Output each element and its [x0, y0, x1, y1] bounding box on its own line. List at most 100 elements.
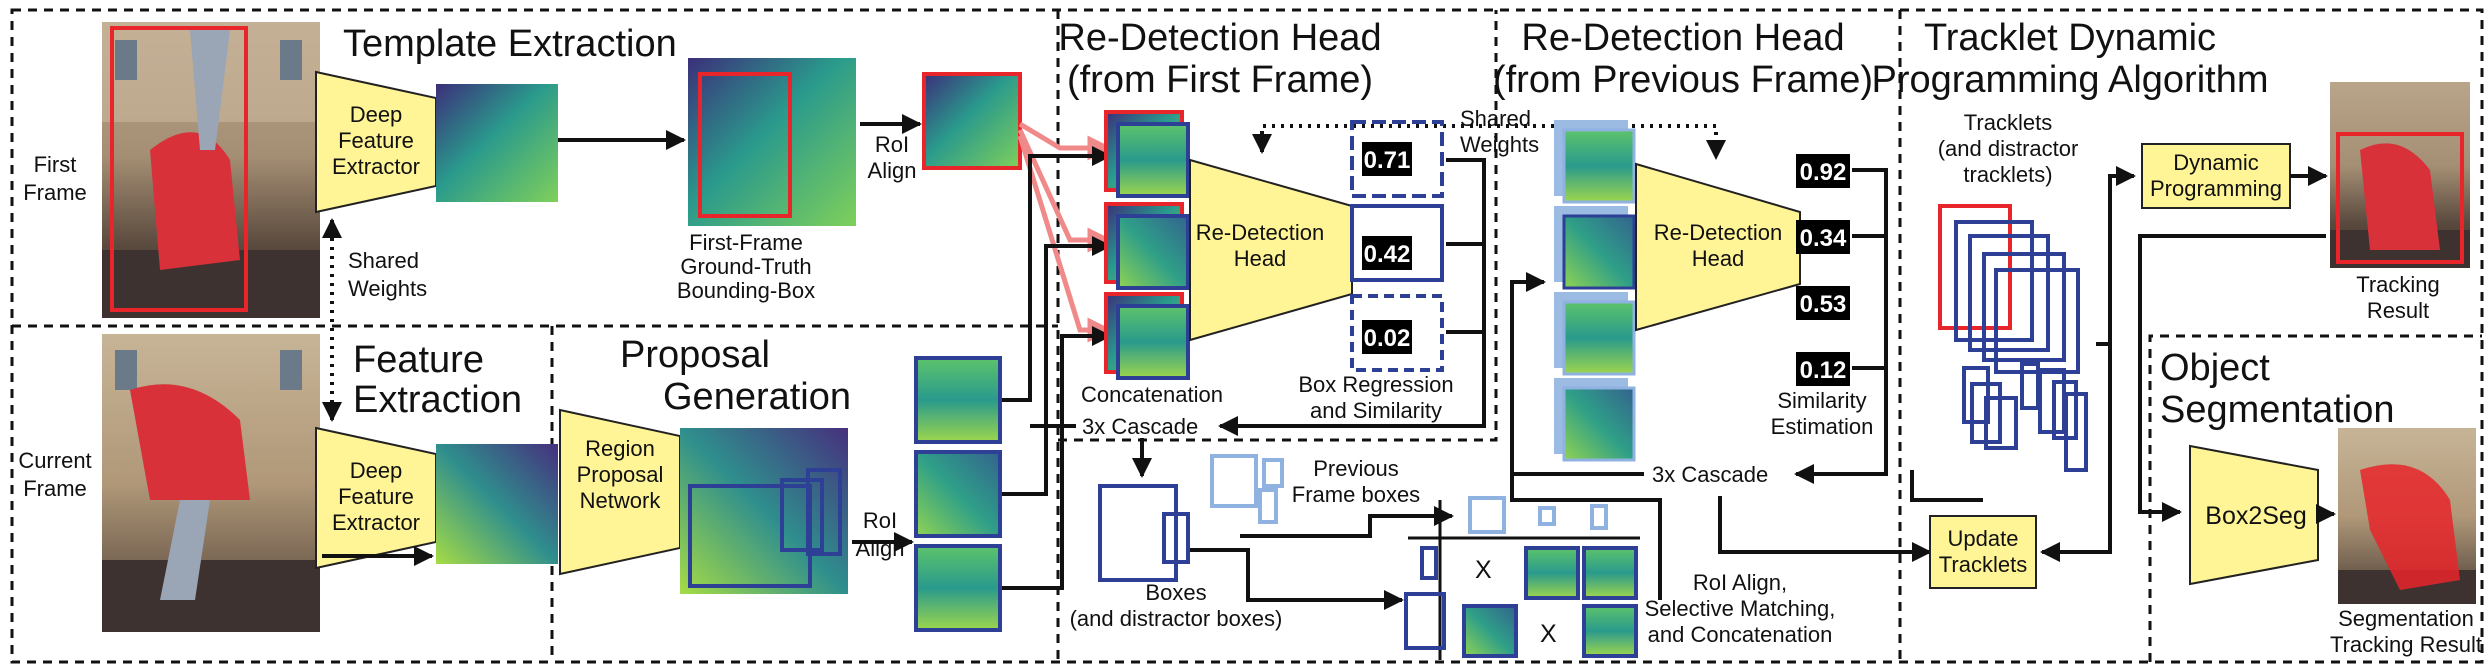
roi-bot-l2: Align — [856, 536, 905, 561]
box-reg-l2: and Similarity — [1310, 398, 1442, 423]
boxes-l2: (and distractor boxes) — [1070, 606, 1283, 631]
shared-weights-heads: Shared Weights — [1252, 106, 1726, 160]
roi-align-label-bottom: RoI Align — [856, 508, 905, 561]
gt-l1: First-Frame — [689, 230, 803, 255]
dfe-bot-l1: Deep — [350, 458, 403, 483]
region-proposal-network: Region Proposal Network — [559, 408, 681, 576]
rdh2-l2: Head — [1692, 246, 1745, 271]
seg-l2: Tracking Result — [2330, 632, 2482, 657]
label-first-frame: First Frame — [23, 152, 87, 205]
dp-l2: Programming — [2150, 176, 2282, 201]
title-object-segmentation-l1: Object — [2160, 347, 2270, 389]
cascade-label-previous: 3x Cascade — [1652, 462, 1768, 487]
title-feature-extraction: Feature Extraction — [353, 339, 522, 421]
title-object-segmentation-l2: Segmentation — [2160, 389, 2395, 431]
title-feature-extraction-l1: Feature — [353, 339, 484, 381]
title-redetect-first: Re-Detection Head (from First Frame) — [1058, 17, 1381, 101]
box-regression-outputs: 0.71 0.42 0.02 — [1350, 120, 1444, 372]
box-regression-label: Box Regression and Similarity — [1298, 372, 1453, 423]
roi-top-l1: RoI — [875, 132, 909, 157]
shared-weights-heads-l2: Weights — [1460, 132, 1539, 157]
roi-selective-label: RoI Align, Selective Matching, and Conca… — [1645, 570, 1836, 647]
matching-grid: X X — [1404, 496, 1640, 660]
previous-frame-boxes-label: Previous Frame boxes — [1292, 456, 1420, 507]
dfe-top-l2: Feature — [338, 128, 414, 153]
segmentation-result-label: Segmentation Tracking Result — [2330, 606, 2482, 657]
rdh2-l1: Re-Detection — [1654, 220, 1782, 245]
box2seg-label: Box2Seg — [2205, 502, 2306, 530]
title-tdpa: Tracklet Dynamic Programming Algorithm — [1871, 17, 2268, 101]
sim-l2: Estimation — [1771, 414, 1874, 439]
tr-l2: Result — [2367, 298, 2429, 323]
tracklets-boxes — [1938, 204, 2088, 472]
tr-l1: Tracking — [2356, 272, 2440, 297]
shared-weights-heads-l1: Shared — [1460, 106, 1531, 131]
shared-weights-l1: Shared — [348, 248, 419, 273]
title-proposal-generation: Proposal Generation — [620, 334, 851, 418]
deep-feature-extractor-bottom: Deep Feature Extractor — [315, 426, 437, 570]
title-proposal-generation-l1: Proposal — [620, 334, 770, 376]
trk-l1: Tracklets — [1964, 110, 2052, 135]
label-first-frame-l2: Frame — [23, 180, 87, 205]
rpn-l1: Region — [585, 436, 655, 461]
boxes-label: Boxes (and distractor boxes) — [1070, 580, 1283, 631]
title-object-segmentation: Object Segmentation — [2160, 347, 2395, 431]
rdh1-l1: Re-Detection — [1196, 220, 1324, 245]
similarity-scores: 0.92 0.34 0.53 0.12 — [1796, 154, 1850, 386]
rsl-l1: RoI Align, — [1693, 570, 1787, 595]
title-redetect-first-l1: Re-Detection Head — [1058, 17, 1381, 59]
times-bottom: X — [1540, 620, 1557, 648]
rpn-l2: Proposal — [577, 462, 664, 487]
title-redetect-previous: Re-Detection Head (from Previous Frame) — [1493, 17, 1873, 101]
pfb-l1: Previous — [1313, 456, 1399, 481]
shared-weights-link: Shared Weights — [322, 218, 427, 422]
title-template-extraction: Template Extraction — [343, 23, 677, 65]
label-first-frame-l1: First — [34, 152, 77, 177]
concatenated-features-previous — [1554, 120, 1636, 462]
label-current-frame-l1: Current — [18, 448, 91, 473]
feature-map-roi-template — [922, 72, 1022, 170]
roi-bot-l1: RoI — [863, 508, 897, 533]
score-prev-3: 0.12 — [1800, 357, 1847, 384]
title-proposal-generation-l2: Generation — [663, 376, 851, 418]
tracking-result-image — [2330, 82, 2470, 268]
label-current-frame: Current Frame — [18, 448, 91, 501]
title-redetect-first-l2: (from First Frame) — [1067, 59, 1373, 101]
previous-frame-boxes — [1210, 454, 1284, 524]
current-boxes — [1098, 484, 1190, 582]
concatenation-label: Concatenation — [1081, 382, 1223, 407]
title-feature-extraction-l2: Extraction — [353, 379, 522, 421]
score-first-0: 0.71 — [1364, 147, 1411, 174]
boxes-l1: Boxes — [1145, 580, 1206, 605]
score-first-2: 0.02 — [1364, 325, 1411, 352]
box2seg-node: Box2Seg — [2189, 444, 2319, 586]
title-tdpa-l1: Tracklet Dynamic — [1924, 17, 2216, 59]
redetection-head-previous: Re-Detection Head — [1635, 162, 1801, 332]
score-prev-2: 0.53 — [1800, 291, 1847, 318]
feature-map-first-frame-gt: First-Frame Ground-Truth Bounding-Box — [677, 58, 856, 303]
segmentation-result-image — [2338, 428, 2476, 604]
cascade-label-first: 3x Cascade — [1082, 414, 1198, 439]
deep-feature-extractor-top: Deep Feature Extractor — [315, 70, 437, 214]
first-frame-image — [102, 22, 320, 318]
dfe-top-l1: Deep — [350, 102, 403, 127]
rdh1-l2: Head — [1234, 246, 1287, 271]
dfe-bot-l2: Feature — [338, 484, 414, 509]
trk-l3: tracklets) — [1963, 162, 2052, 187]
upd-l1: Update — [1948, 526, 2019, 551]
proposals-to-concat-arrows — [1002, 146, 1112, 590]
redetection-head-first: Re-Detection Head — [1189, 158, 1353, 342]
rsl-l2: Selective Matching, — [1645, 596, 1836, 621]
sim-l1: Similarity — [1777, 388, 1866, 413]
times-top: X — [1475, 556, 1492, 584]
feature-map-template — [436, 84, 558, 202]
current-frame-image — [102, 334, 320, 632]
title-redetect-previous-l1: Re-Detection Head — [1521, 17, 1844, 59]
title-redetect-previous-l2: (from Previous Frame) — [1493, 59, 1873, 101]
trk-l2: (and distractor — [1938, 136, 2079, 161]
feature-map-current — [436, 444, 558, 564]
concatenated-features-first — [1104, 110, 1190, 380]
box-reg-l1: Box Regression — [1298, 372, 1453, 397]
title-tdpa-l2: Programming Algorithm — [1871, 59, 2268, 101]
